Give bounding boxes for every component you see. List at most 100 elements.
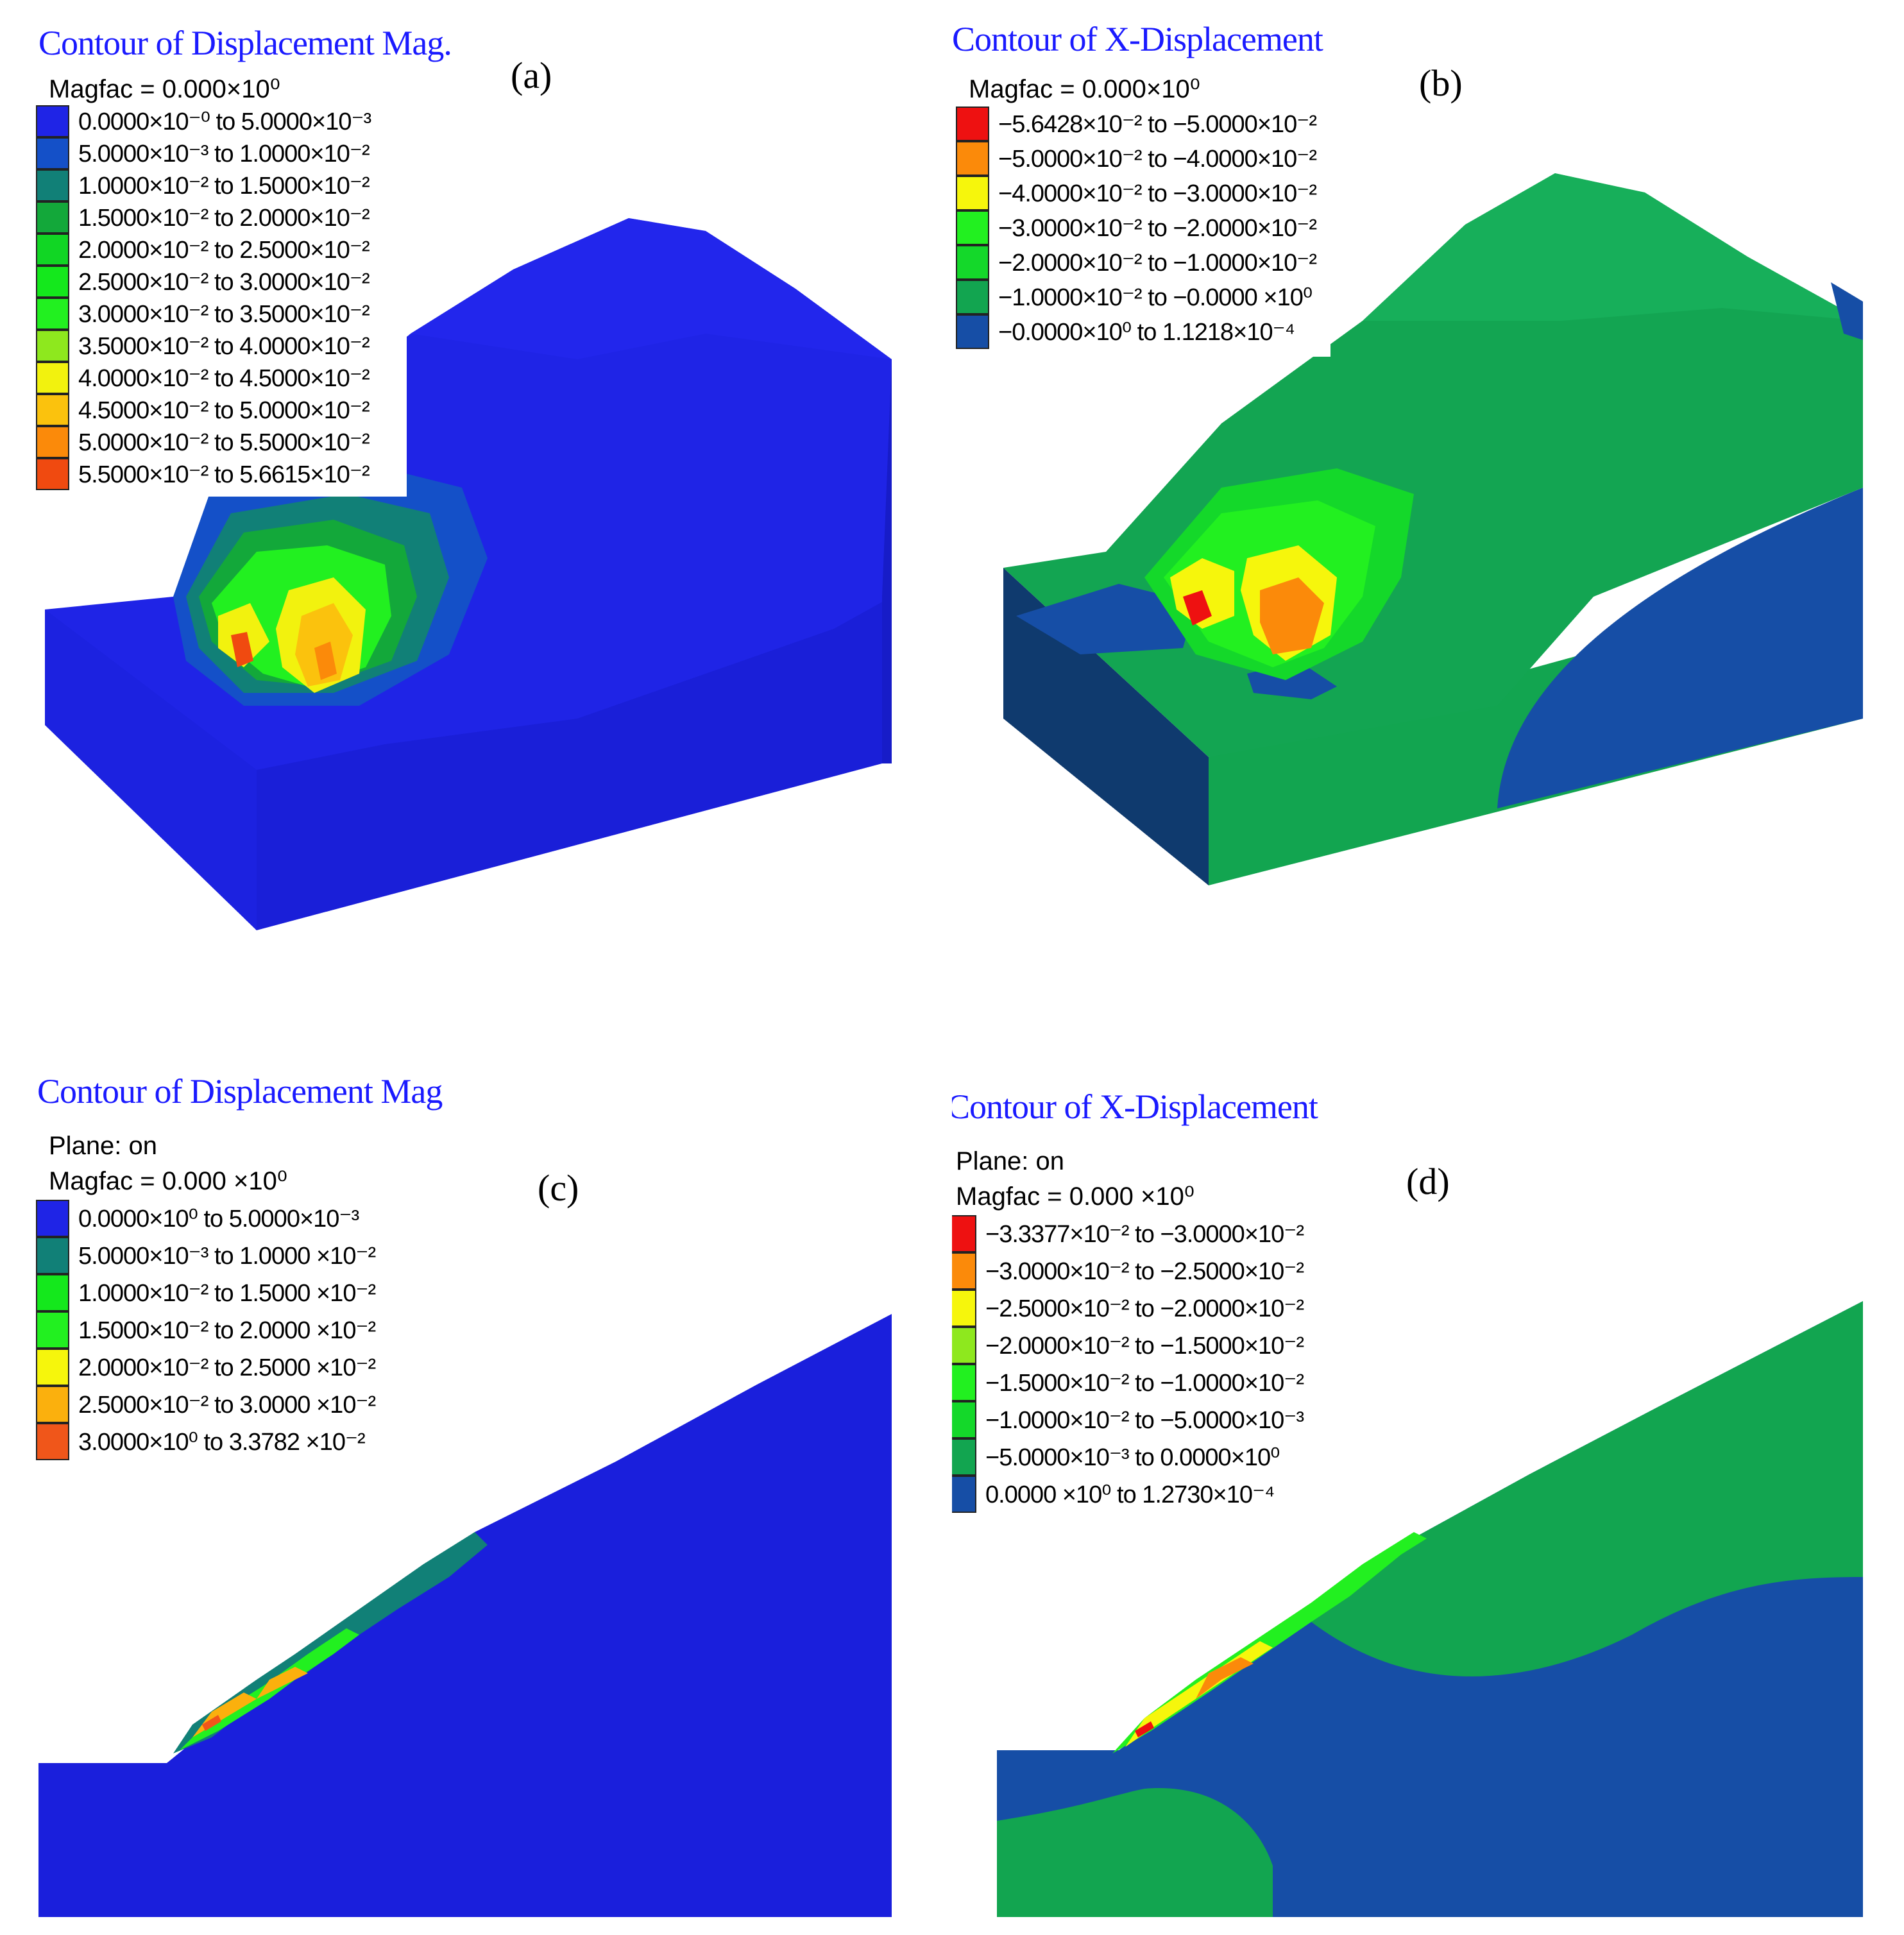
legend-label: −5.0000×10⁻³ to 0.0000×10⁰ <box>985 1444 1280 1471</box>
panel-c-title: Contour of Displacement Mag <box>37 1072 443 1111</box>
legend-swatch <box>36 201 69 234</box>
legend-entry: 4.5000×10⁻² to 5.0000×10⁻² <box>36 394 371 426</box>
legend-label: 2.0000×10⁻² to 2.5000×10⁻² <box>78 236 370 264</box>
legend-entry: 0.0000×10⁰ to 5.0000×10⁻³ <box>36 1200 375 1237</box>
legend-entry: 2.5000×10⁻² to 3.0000×10⁻² <box>36 266 371 298</box>
legend-label: −2.0000×10⁻² to −1.5000×10⁻² <box>985 1332 1304 1360</box>
contour-zone-7 <box>1260 577 1324 654</box>
panel-b-model <box>1003 173 1863 885</box>
panel-d: Contour of X-Displacement (d) Plane: on … <box>952 968 1904 1935</box>
contour-zone-9 <box>314 642 337 680</box>
legend-entry: 0.0000×10⁻⁰ to 5.0000×10⁻³ <box>36 105 371 137</box>
legend-swatch <box>36 298 69 330</box>
legend-label: −4.0000×10⁻² to −3.0000×10⁻² <box>998 180 1317 207</box>
legend-swatch <box>36 266 69 298</box>
legend-swatch <box>956 176 989 210</box>
legend-swatch <box>952 1476 976 1513</box>
legend-entry: 5.0000×10⁻³ to 1.0000 ×10⁻² <box>36 1237 376 1274</box>
legend-label: 2.5000×10⁻² to 3.0000 ×10⁻² <box>78 1391 376 1419</box>
panel-c-magfac: Magfac = 0.000 ×10⁰ <box>49 1167 287 1195</box>
legend-label: −1.5000×10⁻² to −1.0000×10⁻² <box>985 1369 1304 1397</box>
legend-label: −2.5000×10⁻² to −2.0000×10⁻² <box>985 1295 1304 1322</box>
panel-c-model <box>38 1314 892 1917</box>
panel-d-letter: (d) <box>1406 1161 1450 1202</box>
contour-zone-8 <box>231 632 253 667</box>
legend-entry: 3.0000×10⁰ to 3.3782 ×10⁻² <box>36 1423 375 1460</box>
panel-b-letter: (b) <box>1419 62 1463 104</box>
legend-swatch <box>36 394 69 426</box>
contour-band-3 <box>1196 1657 1254 1699</box>
legend-label: −2.0000×10⁻² to −1.0000×10⁻² <box>998 249 1317 277</box>
panel-c-letter: (c) <box>538 1167 579 1209</box>
panel-d-plane: Plane: on <box>956 1147 1065 1175</box>
legend-swatch <box>36 1200 69 1237</box>
legend-entry: −5.0000×10⁻² to −4.0000×10⁻² <box>956 141 1317 176</box>
legend-swatch <box>956 107 989 141</box>
legend-swatch <box>952 1290 976 1327</box>
legend-entry: −3.0000×10⁻² to −2.5000×10⁻² <box>952 1252 1304 1290</box>
legend-entry: −3.3377×10⁻² to −3.0000×10⁻² <box>952 1215 1304 1252</box>
legend-swatch <box>36 362 69 394</box>
legend-swatch <box>36 137 69 169</box>
legend-label: −3.0000×10⁻² to −2.0000×10⁻² <box>998 214 1317 242</box>
panel-d-magfac: Magfac = 0.000 ×10⁰ <box>956 1182 1194 1211</box>
legend-entry: 4.0000×10⁻² to 4.5000×10⁻² <box>36 362 371 394</box>
panel-a-legend: Magfac = 0.000×10⁰ 0.0000×10⁻⁰ to 5.0000… <box>36 71 407 497</box>
panel-d-legend: −3.3377×10⁻² to −3.0000×10⁻² −3.0000×10⁻²… <box>952 1215 1354 1517</box>
legend-label: 3.0000×10⁻² to 3.5000×10⁻² <box>78 300 370 328</box>
legend-swatch <box>952 1438 976 1476</box>
legend-entry: −2.5000×10⁻² to −2.0000×10⁻² <box>952 1290 1304 1327</box>
legend-swatch <box>36 1386 69 1423</box>
panel-b-legend: Magfac = 0.000×10⁰ −5.6428×10⁻² to −5.00… <box>956 71 1330 357</box>
legend-entry: 2.0000×10⁻² to 2.5000 ×10⁻² <box>36 1349 376 1386</box>
panel-b: Contour of X-Displacement (b) Magfac = 0… <box>952 0 1904 968</box>
legend-entry: −0.0000×10⁰ to 1.1218×10⁻⁴ <box>956 314 1316 349</box>
legend-swatch <box>952 1364 976 1401</box>
legend-entry: 0.0000 ×10⁰ to 1.2730×10⁻⁴ <box>952 1476 1304 1513</box>
legend-swatch <box>956 245 989 280</box>
legend-label: 0.0000×10⁻⁰ to 5.0000×10⁻³ <box>78 108 371 135</box>
legend-label: 5.0000×10⁻³ to 1.0000 ×10⁻² <box>78 1242 376 1270</box>
panel-a-magfac: Magfac = 0.000×10⁰ <box>49 75 280 103</box>
legend-entry: 2.5000×10⁻² to 3.0000 ×10⁻² <box>36 1386 376 1423</box>
legend-entry: 1.5000×10⁻² to 2.0000 ×10⁻² <box>36 1311 376 1349</box>
legend-entry: 5.0000×10⁻² to 5.5000×10⁻² <box>36 426 371 458</box>
legend-swatch <box>952 1252 976 1290</box>
panel-d-model <box>997 1301 1863 1917</box>
panel-c: Contour of Displacement Mag (c) Plane: o… <box>0 968 952 1935</box>
legend-swatch <box>36 458 69 490</box>
legend-label: 5.0000×10⁻² to 5.5000×10⁻² <box>78 429 370 456</box>
legend-label: −5.6428×10⁻² to −5.0000×10⁻² <box>998 110 1317 138</box>
legend-entry: 3.0000×10⁻² to 3.5000×10⁻² <box>36 298 371 330</box>
legend-swatch <box>36 426 69 458</box>
legend-swatch <box>36 1423 69 1460</box>
legend-label: 1.5000×10⁻² to 2.0000 ×10⁻² <box>78 1317 376 1344</box>
legend-label: 0.0000×10⁰ to 5.0000×10⁻³ <box>78 1205 359 1232</box>
legend-label: −3.3377×10⁻² to −3.0000×10⁻² <box>985 1220 1304 1248</box>
legend-label: 2.5000×10⁻² to 3.0000×10⁻² <box>78 268 370 296</box>
legend-entry: 5.0000×10⁻³ to 1.0000×10⁻² <box>36 137 371 169</box>
contour-band-4 <box>1135 1721 1154 1737</box>
panel-a-title: Contour of Displacement Mag. <box>38 24 452 62</box>
legend-entry: 1.5000×10⁻² to 2.0000×10⁻² <box>36 201 371 234</box>
legend-swatch <box>956 210 989 245</box>
legend-label: −5.0000×10⁻² to −4.0000×10⁻² <box>998 145 1317 173</box>
legend-swatch <box>36 1274 69 1311</box>
legend-label: −0.0000×10⁰ to 1.1218×10⁻⁴ <box>998 318 1295 346</box>
legend-swatch <box>36 169 69 201</box>
legend-swatch <box>36 105 69 137</box>
legend-label: 1.0000×10⁻² to 1.5000 ×10⁻² <box>78 1279 376 1307</box>
legend-entry: −1.0000×10⁻² to −5.0000×10⁻³ <box>952 1401 1304 1438</box>
legend-label: 0.0000 ×10⁰ to 1.2730×10⁻⁴ <box>985 1481 1275 1508</box>
panel-a-model <box>45 218 892 930</box>
legend-entry: −2.0000×10⁻² to −1.0000×10⁻² <box>956 245 1317 280</box>
legend-swatch <box>36 1349 69 1386</box>
panel-c-legend: 0.0000×10⁰ to 5.0000×10⁻³ 5.0000×10⁻³ to … <box>36 1200 434 1469</box>
contour-zone-8 <box>1183 590 1212 626</box>
panel-d-title: Contour of X-Displacement <box>952 1087 1318 1126</box>
legend-swatch <box>952 1327 976 1364</box>
legend-swatch <box>956 314 989 349</box>
legend-label: 1.5000×10⁻² to 2.0000×10⁻² <box>78 204 370 232</box>
legend-entry: −3.0000×10⁻² to −2.0000×10⁻² <box>956 210 1317 245</box>
legend-swatch <box>956 280 989 314</box>
